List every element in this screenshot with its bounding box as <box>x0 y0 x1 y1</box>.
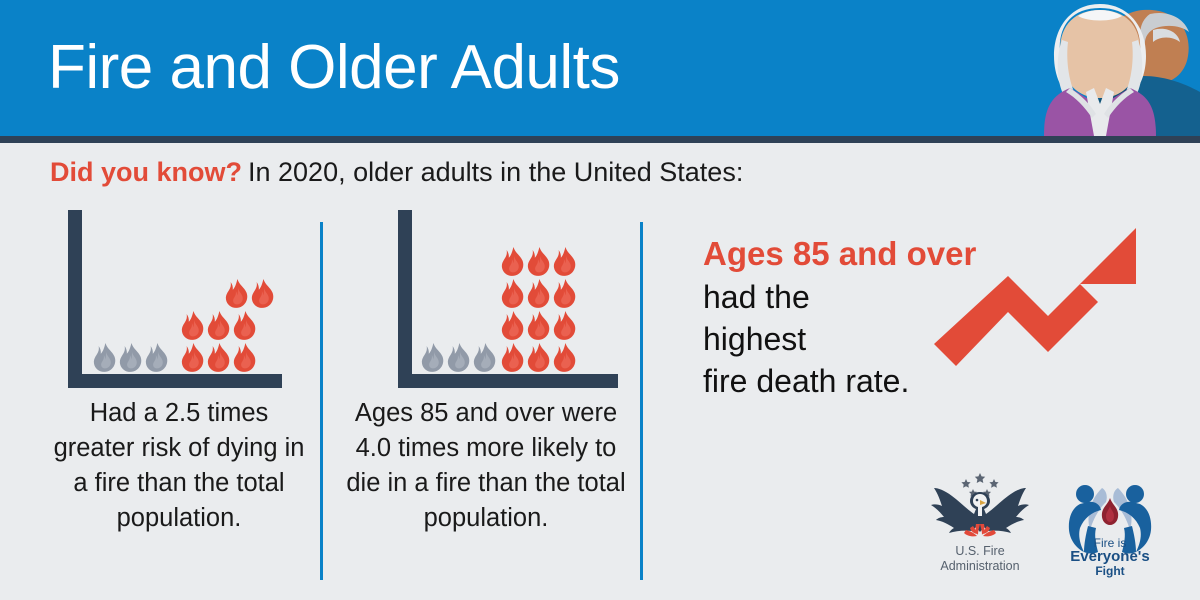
flame-icon-gray <box>145 343 168 372</box>
flame-icon-red <box>553 311 576 340</box>
gray-flame-group-1 <box>92 342 170 374</box>
flame-row <box>500 278 578 310</box>
did-you-know-label: Did you know? <box>50 157 242 187</box>
header-banner: Fire and Older Adults <box>0 0 1200 136</box>
flame-row <box>92 342 170 374</box>
flame-icon-gray <box>473 343 496 372</box>
feff-caption-line-3: Fight <box>1095 564 1125 578</box>
pictograph-chart-1 <box>50 210 310 388</box>
feff-caption-line-2: Everyone's <box>1070 548 1150 565</box>
flame-icon-red <box>207 311 230 340</box>
panel-divider-2 <box>640 222 643 580</box>
flame-icon-red <box>553 247 576 276</box>
panel-ages-85-and-over <box>345 210 630 388</box>
callout-line-1: had the <box>703 279 810 315</box>
flame-icon-gray <box>119 343 142 372</box>
flame-icon-red <box>527 311 550 340</box>
flame-icon-red <box>527 247 550 276</box>
usfa-caption-line-2: Administration <box>940 559 1020 573</box>
flame-icon-gray <box>93 343 116 372</box>
flame-icon-red <box>225 279 248 308</box>
fire-is-everyones-fight-logo: Fire is Everyone's Fight <box>1060 470 1160 582</box>
flame-icon-red <box>207 343 230 372</box>
panel-caption-2: Ages 85 and over were 4.0 times more lik… <box>346 399 626 532</box>
usfa-caption-line-1: U.S. Fire <box>955 544 1005 558</box>
flame-icon-red <box>553 279 576 308</box>
callout-line-2: highest <box>703 321 807 357</box>
callout-line-3: fire death rate. <box>703 363 910 399</box>
flame-icon-red <box>527 343 550 372</box>
upward-trend-arrow-icon <box>934 228 1136 366</box>
feff-caption-line-1: Fire is <box>1093 536 1127 550</box>
flame-icon-red <box>181 343 204 372</box>
chart-axis-horizontal <box>68 374 282 388</box>
feff-logo-caption: Fire is Everyone's Fight <box>1060 536 1160 578</box>
flame-icon-red <box>233 311 256 340</box>
flame-row <box>500 310 578 342</box>
flame-row <box>180 278 276 310</box>
flame-icon-red <box>233 343 256 372</box>
flame-row <box>500 342 578 374</box>
us-fire-administration-logo: U.S. Fire Administration <box>930 470 1030 582</box>
callout-highlight: Ages 85 and over <box>703 235 977 272</box>
subtitle-text: In 2020, older adults in the United Stat… <box>248 157 744 187</box>
flame-icon-red <box>501 247 524 276</box>
flame-icon-red <box>501 279 524 308</box>
flame-row <box>180 310 258 342</box>
older-couple-illustration <box>910 0 1200 136</box>
red-flame-group-2 <box>500 246 600 374</box>
flame-icon-red <box>527 279 550 308</box>
subtitle-line: Did you know? In 2020, older adults in th… <box>50 154 743 190</box>
gray-flame-group-2 <box>420 342 498 374</box>
usfa-logo-caption: U.S. Fire Administration <box>930 544 1030 574</box>
page-title: Fire and Older Adults <box>48 33 620 102</box>
header-divider-rule <box>0 136 1200 143</box>
flame-icon-red <box>181 311 204 340</box>
eagle-icon <box>931 473 1029 537</box>
chart-axis-vertical <box>68 210 82 378</box>
flame-icon-red <box>553 343 576 372</box>
pictograph-chart-2 <box>345 210 630 388</box>
flame-icon-red <box>501 311 524 340</box>
flame-icon-red <box>501 343 524 372</box>
red-flame-group-1 <box>180 278 276 374</box>
flame-icon-red <box>251 279 274 308</box>
flame-icon-gray <box>421 343 444 372</box>
flame-icon-gray <box>447 343 470 372</box>
chart-axis-horizontal <box>398 374 618 388</box>
chart-axis-vertical <box>398 210 412 378</box>
panel-divider-1 <box>320 222 323 580</box>
two-people-flame-icon <box>1068 485 1152 554</box>
flame-row <box>500 246 578 278</box>
callout-text-block: Ages 85 and over had the highest fire de… <box>703 232 1033 402</box>
flame-row <box>180 342 258 374</box>
flame-row <box>420 342 498 374</box>
panel-caption-1: Had a 2.5 times greater risk of dying in… <box>53 399 305 532</box>
panel-total-population-risk <box>50 210 310 388</box>
